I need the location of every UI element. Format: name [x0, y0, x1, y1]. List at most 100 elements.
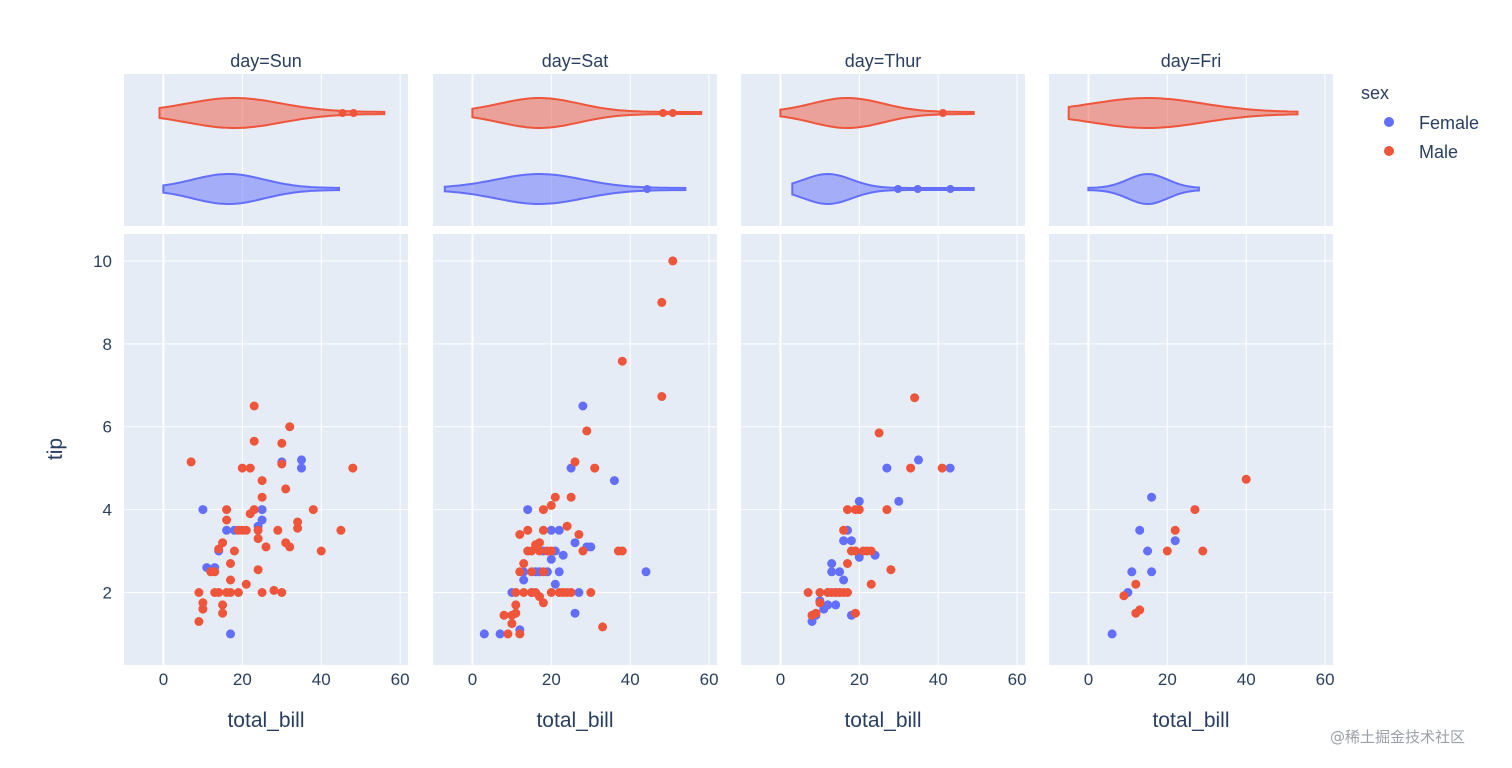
point-male: [566, 588, 576, 597]
point-male: [348, 463, 358, 473]
violin-female: [791, 172, 975, 206]
point-male: [226, 559, 235, 568]
point-male: [245, 463, 255, 473]
x-axis-title: total_bill: [1152, 709, 1229, 732]
point-male: [582, 426, 592, 436]
scatter-panel: [124, 234, 408, 665]
legend-marker-female: [1384, 117, 1394, 127]
point-male: [511, 588, 521, 597]
point-male: [218, 538, 228, 548]
point-male: [241, 579, 251, 589]
x-tick-label: 20: [542, 670, 561, 689]
point-male: [882, 505, 892, 515]
point-male: [293, 517, 303, 527]
violin-outlier-point: [658, 109, 667, 117]
point-male: [1135, 605, 1145, 615]
x-tick-label: 20: [850, 670, 869, 689]
point-male: [237, 463, 247, 473]
point-male: [233, 588, 243, 597]
violin-outlier-point: [913, 185, 922, 193]
point-female: [827, 559, 837, 568]
point-female: [1147, 492, 1157, 502]
point-female: [823, 600, 833, 610]
point-male: [507, 619, 517, 629]
x-tick-label: 0: [159, 670, 168, 689]
point-female: [546, 554, 556, 564]
point-male: [277, 438, 287, 448]
facet-title: day=Sun: [230, 51, 302, 71]
point-male: [523, 525, 533, 535]
point-male: [222, 505, 232, 515]
point-male: [866, 546, 876, 556]
point-male: [1170, 525, 1180, 535]
point-female: [479, 629, 489, 639]
point-male: [854, 505, 864, 515]
point-male: [515, 629, 525, 639]
point-male: [226, 575, 235, 585]
point-male: [511, 608, 521, 618]
point-male: [910, 393, 920, 403]
point-male: [336, 525, 346, 535]
point-female: [586, 542, 596, 552]
facet-title: day=Sat: [542, 51, 609, 71]
point-female: [570, 538, 580, 548]
point-male: [273, 525, 283, 535]
point-male: [257, 588, 267, 597]
point-female: [257, 515, 267, 525]
point-male: [538, 598, 548, 608]
point-male: [210, 567, 220, 577]
point-male: [562, 521, 572, 531]
marginal-panel: [124, 74, 408, 226]
point-male: [198, 598, 208, 608]
point-female: [835, 567, 845, 577]
point-female: [854, 496, 864, 506]
point-female: [827, 567, 837, 577]
point-male: [229, 546, 239, 556]
point-male: [218, 608, 228, 618]
point-female: [297, 455, 306, 465]
point-male: [815, 598, 825, 608]
point-male: [538, 505, 548, 515]
point-female: [839, 575, 849, 585]
violin-outlier-point: [893, 185, 902, 193]
point-male: [1119, 591, 1129, 601]
point-male: [503, 629, 513, 639]
x-axis-title: total_bill: [844, 709, 921, 732]
point-female: [297, 463, 306, 473]
point-male: [511, 600, 521, 610]
point-male: [839, 525, 849, 535]
point-female: [554, 525, 564, 535]
marginal-panel: [741, 74, 1025, 226]
x-tick-label: 60: [700, 670, 719, 689]
x-tick-label: 60: [1008, 670, 1027, 689]
marginal-panel: [433, 74, 717, 226]
point-female: [1170, 536, 1180, 546]
point-male: [1241, 474, 1251, 484]
point-male: [253, 525, 263, 535]
violin-male: [158, 97, 386, 129]
point-male: [194, 617, 204, 626]
point-female: [578, 401, 588, 411]
point-male: [281, 484, 291, 494]
point-male: [657, 392, 667, 401]
violin-outlier-point: [338, 109, 347, 117]
point-male: [186, 457, 196, 467]
point-male: [253, 534, 263, 544]
violin-outlier-point: [643, 185, 652, 193]
point-male: [1131, 579, 1141, 589]
point-female: [882, 463, 892, 473]
x-tick-label: 0: [1084, 670, 1093, 689]
point-female: [257, 505, 267, 515]
point-female: [894, 496, 904, 506]
x-tick-label: 0: [776, 670, 785, 689]
point-male: [261, 542, 271, 552]
point-male: [803, 588, 813, 597]
point-male: [886, 565, 896, 575]
legend-label-male: Male: [1419, 142, 1458, 162]
scatter-panel: [1049, 234, 1333, 665]
point-female: [846, 536, 856, 546]
point-male: [617, 356, 627, 366]
point-male: [249, 505, 259, 515]
point-male: [253, 565, 263, 575]
point-male: [598, 622, 608, 632]
